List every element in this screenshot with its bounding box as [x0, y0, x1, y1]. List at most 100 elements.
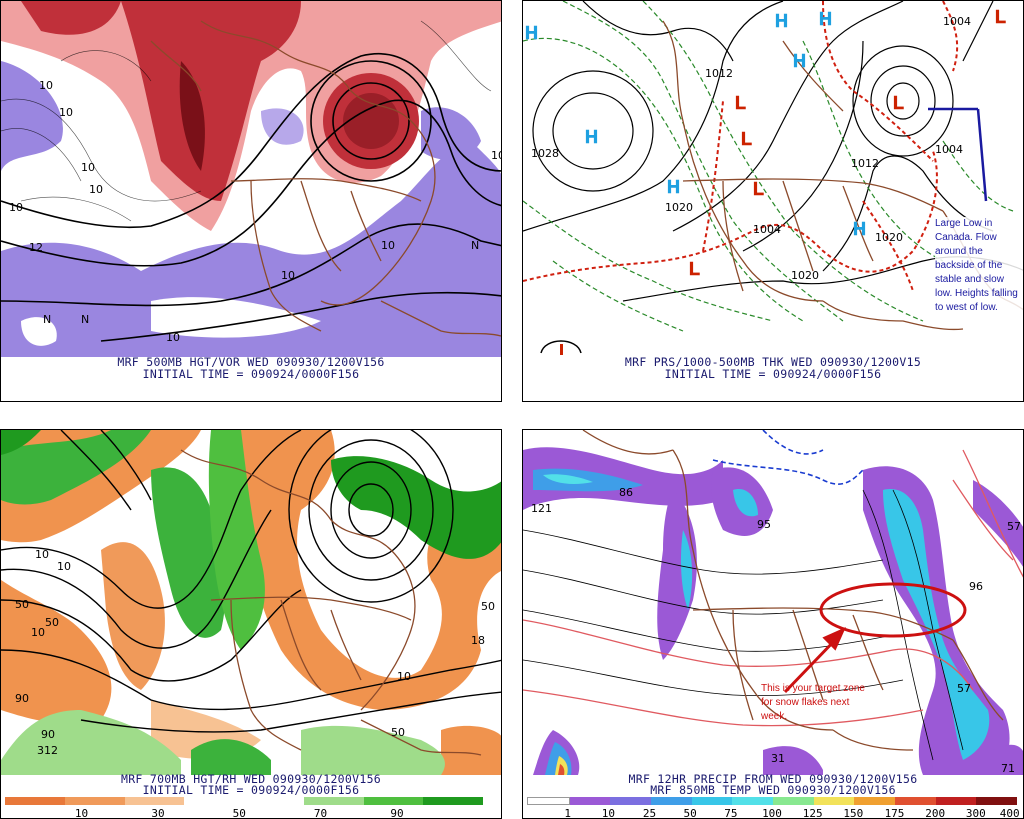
panel-500mb-vorticity: 10 10 10 10 10 12 N N N 10 10 10 10 MRF …: [0, 0, 502, 402]
isobar-label: 1004: [753, 223, 781, 236]
high-pressure-marker: H: [667, 177, 680, 197]
precip-color-legend: [527, 797, 1018, 805]
legend-swatch: [363, 797, 424, 805]
high-pressure-marker: H: [853, 219, 866, 239]
legend-swatch: [423, 797, 483, 805]
panel-caption-temp: MRF 850MB TEMP WED 090930/1200V156: [650, 783, 896, 797]
legend-label: 200: [925, 807, 946, 819]
panel-caption: MRF PRS/1000-500MB THK WED 090930/1200V1…: [624, 355, 922, 369]
initial-time: INITIAL TIME = 090924/0000F156: [142, 367, 360, 381]
contour-label: 10: [59, 106, 73, 119]
humidity-map: 10 10 50 50 10 90 90 50 50 10 18 312: [1, 430, 501, 775]
contour-label: 10: [57, 560, 71, 573]
legend-swatch: [569, 797, 611, 805]
contour-label: N: [81, 313, 89, 326]
contour-label: 10: [81, 161, 95, 174]
contour-label: 10: [31, 626, 45, 639]
initial-time: INITIAL TIME = 090924/0000F156: [664, 367, 882, 381]
legend-swatch: [64, 797, 125, 805]
pressure-annotation: Large Low in Canada. Flow around the bac…: [935, 217, 1023, 315]
precip-value: 96: [969, 580, 983, 593]
isobar-label: 1004: [943, 15, 971, 28]
contour-label: 50: [391, 726, 405, 739]
legend-label: 90: [390, 807, 404, 819]
legend-swatch: [651, 797, 692, 805]
panel-caption: MRF 12HR PRECIP FROM WED 090930/1200V156: [628, 772, 918, 786]
initial-time: INITIAL TIME = 090924/0000F156: [142, 783, 360, 797]
legend-swatch: [527, 797, 570, 805]
legend-label: 400: [999, 807, 1020, 819]
contour-label: 10: [89, 183, 103, 196]
legend-swatch: [773, 797, 814, 805]
legend-swatch: [303, 797, 364, 805]
high-pressure-marker: H: [793, 51, 806, 71]
high-pressure-marker: H: [525, 23, 538, 43]
isobar-label: 1004: [935, 143, 963, 156]
low-pressure-marker: L: [741, 129, 752, 149]
low-pressure-marker: L: [995, 7, 1006, 27]
panel-caption: MRF 500MB HGT/VOR WED 090930/1200V156: [117, 355, 385, 369]
contour-label: 312: [37, 744, 58, 757]
legend-label: 70: [313, 807, 328, 819]
contour-label: 10: [9, 201, 23, 214]
target-zone-annotation: This is your target zone for snow flakes…: [761, 683, 865, 722]
vorticity-map: 10 10 10 10 10 12 N N N 10 10 10 10: [1, 1, 502, 357]
legend-label: 1: [564, 807, 571, 819]
low-pressure-marker: L: [689, 259, 700, 279]
isobar-label: 1028: [531, 147, 559, 160]
legend-label: 75: [724, 807, 738, 819]
precip-value: 86: [619, 486, 633, 499]
precip-map: 86 95 96 57 31 71 121 57: [523, 430, 1023, 775]
panel-700mb-rh: 10 10 50 50 10 90 90 50 50 10 18 312 MRF…: [0, 429, 502, 819]
rh-legend-labels: 10 30 50 70 90: [5, 807, 483, 819]
contour-label: N: [471, 239, 479, 252]
legend-label: 100: [762, 807, 782, 819]
contour-label: 10: [397, 670, 411, 683]
legend-label: 150: [843, 807, 864, 819]
contour-label: 10: [491, 149, 502, 162]
legend-swatch: [935, 797, 977, 805]
contour-label: 10: [166, 331, 180, 344]
isobar-label: 1020: [791, 269, 819, 282]
low-pressure-marker: L: [735, 93, 746, 113]
high-pressure-marker: H: [775, 11, 788, 31]
contour-label: 90: [15, 692, 29, 705]
contour-label: 90: [41, 728, 55, 741]
legend-label: 125: [802, 807, 823, 819]
high-pressure-marker: H: [819, 9, 832, 29]
high-pressure-marker: H: [585, 127, 598, 147]
contour-label: 50: [15, 598, 29, 611]
legend-swatch: [610, 797, 652, 805]
legend-swatch: [124, 797, 185, 805]
marker-icon: [560, 344, 563, 355]
target-zone-ellipse: [819, 582, 967, 638]
precip-value: 95: [757, 518, 771, 531]
low-pressure-marker: L: [893, 93, 904, 113]
contour-label: 12: [29, 241, 43, 254]
legend-swatch: [813, 797, 855, 805]
legend-swatch: [895, 797, 936, 805]
precip-value: 121: [531, 502, 552, 515]
contour-label: 10: [39, 79, 53, 92]
isobar-label: 1020: [665, 201, 693, 214]
contour-label: 50: [45, 616, 59, 629]
legend-swatch: [5, 797, 65, 805]
legend-label: 300: [965, 807, 986, 819]
legend-swatch: [854, 797, 896, 805]
legend-swatch: [691, 797, 733, 805]
contour-label: 18: [471, 634, 485, 647]
panel-precip-850mb: 86 95 96 57 31 71 121 57 This is your ta…: [522, 429, 1024, 819]
contour-label: N: [43, 313, 51, 326]
legend-label: 30: [151, 807, 165, 819]
legend-label: 10: [601, 807, 615, 819]
legend-label: 10: [74, 807, 89, 819]
precip-value: 57: [957, 682, 971, 695]
legend-swatch: [244, 797, 304, 805]
precip-legend-labels: 1 10 25 50 75 100 125 150 175 200 300 40…: [527, 807, 1020, 819]
legend-swatch: [732, 797, 774, 805]
isobar-label: 1012: [851, 157, 879, 170]
legend-label: 25: [642, 807, 657, 819]
low-pressure-marker: L: [753, 179, 764, 199]
contour-label: 10: [35, 548, 49, 561]
isobar-label: 1020: [875, 231, 903, 244]
